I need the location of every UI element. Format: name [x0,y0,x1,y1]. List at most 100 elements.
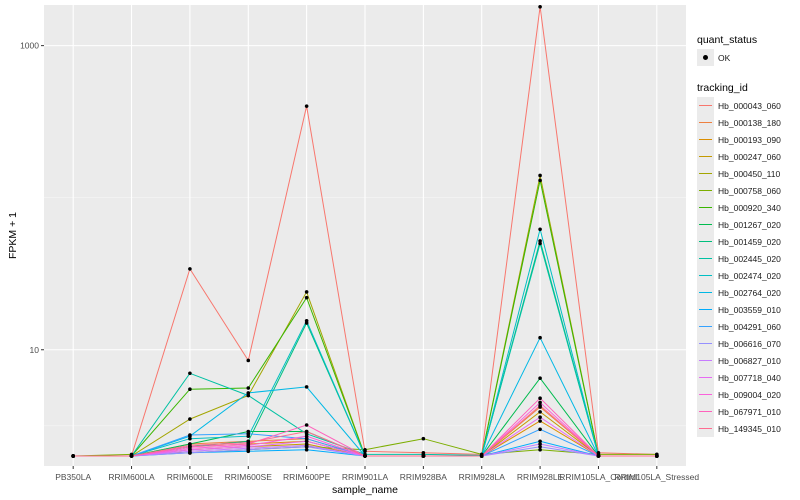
data-point [188,372,192,376]
data-point [422,437,426,441]
legend-item: Hb_000193_090 [697,131,781,148]
data-point [246,391,250,395]
y-tick-label: 10 [30,345,40,355]
y-tick-label: 1000 [20,41,39,51]
legend-label: Hb_002474_020 [718,271,781,281]
data-point [305,423,309,427]
data-point [305,444,309,448]
legend-label: Hb_003559_010 [718,305,781,315]
x-tick-label: PB350LA [55,472,91,482]
legend-item: Hb_000450_110 [697,165,781,182]
legend-label: Hb_001267_020 [718,220,781,230]
data-point [305,385,309,389]
data-point [538,419,542,423]
legend-item: Hb_000043_060 [697,97,781,114]
x-tick-label: RRIM928BA [400,472,448,482]
legend-item: Hb_007718_040 [697,369,781,386]
data-point [305,430,309,434]
legend-label: Hb_002445_020 [718,254,781,264]
x-axis-ticks: PB350LA RRIM600LA RRIM600LE RRIM600SE RRIM60… [55,466,699,482]
legend-item: Hb_002445_020 [697,250,781,267]
legend-label: Hb_149345_010 [718,424,781,434]
legend-item: Hb_000138_180 [697,114,781,131]
legend-label: Hb_006616_070 [718,339,781,349]
x-tick-label: RRIM901LA [342,472,389,482]
legend-quant-title: quant_status [697,34,781,47]
x-tick-label: RRIM600LE [167,472,214,482]
data-point [188,267,192,271]
legend-swatch [697,301,714,318]
legend-point-swatch [697,49,714,66]
data-point [538,336,542,340]
legend-quant-label: OK [718,53,730,63]
data-point [71,454,75,458]
legend-swatch [697,352,714,369]
legend-swatch [697,148,714,165]
legend-item: Hb_009004_020 [697,386,781,403]
x-tick-label: RRIM928LE [517,472,564,482]
data-point [305,104,309,108]
legend-swatch [697,165,714,182]
data-point [597,454,601,458]
x-tick-label: RRIM105LA_Stressed [615,472,700,482]
legend-swatch [697,250,714,267]
data-point [305,434,309,438]
data-point [188,433,192,437]
legend-item: Hb_000920_340 [697,199,781,216]
legend-item: Hb_067971_010 [697,403,781,420]
legend-item: Hb_001459_020 [697,233,781,250]
data-point [305,296,309,300]
legend-swatch [697,386,714,403]
data-point [246,432,250,436]
data-point [188,387,192,391]
x-tick-label: RRIM600PE [283,472,331,482]
legend-item: Hb_003559_010 [697,301,781,318]
data-point [538,376,542,380]
x-tick-label: RRIM928LA [459,472,506,482]
data-point [538,415,542,419]
data-point [538,227,542,231]
legend-swatch [697,318,714,335]
data-point [246,386,250,390]
y-axis-label: FPKM + 1 [7,212,19,259]
x-tick-label: RRIM600SE [225,472,273,482]
legend-tracking-title: tracking_id [697,82,781,95]
data-point [538,427,542,431]
data-point [538,5,542,9]
legend-swatch [697,216,714,233]
x-tick-label: RRIM600LA [108,472,155,482]
data-point [538,242,542,246]
data-point [538,174,542,178]
legend-swatch [697,369,714,386]
data-point [305,319,309,323]
legend-label: Hb_009004_020 [718,390,781,400]
x-axis-label: sample_name [332,484,398,496]
legend-label: Hb_000247_060 [718,152,781,162]
legend-swatch [697,403,714,420]
legend-swatch [697,335,714,352]
data-point [246,441,250,445]
legend-swatch [697,420,714,437]
legend-swatch [697,233,714,250]
data-point [188,444,192,448]
legend-swatch [697,114,714,131]
data-point [538,396,542,400]
data-point [130,454,134,458]
legend-item: Hb_001267_020 [697,216,781,233]
legend-item: Hb_006827_010 [697,352,781,369]
legend-item: Hb_002474_020 [697,267,781,284]
legend-label: Hb_004291_060 [718,322,781,332]
legend-label: Hb_001459_020 [718,237,781,247]
data-point [655,454,659,458]
legend-label: Hb_000758_060 [718,186,781,196]
legend-swatch [697,284,714,301]
legend-item: Hb_000758_060 [697,182,781,199]
data-point [422,454,426,458]
legend-label: Hb_067971_010 [718,407,781,417]
legend-quant-item: OK [697,49,781,66]
legend-swatch [697,131,714,148]
data-point [363,448,367,452]
legend-label: Hb_000920_340 [718,203,781,213]
legend-item: Hb_149345_010 [697,420,781,437]
